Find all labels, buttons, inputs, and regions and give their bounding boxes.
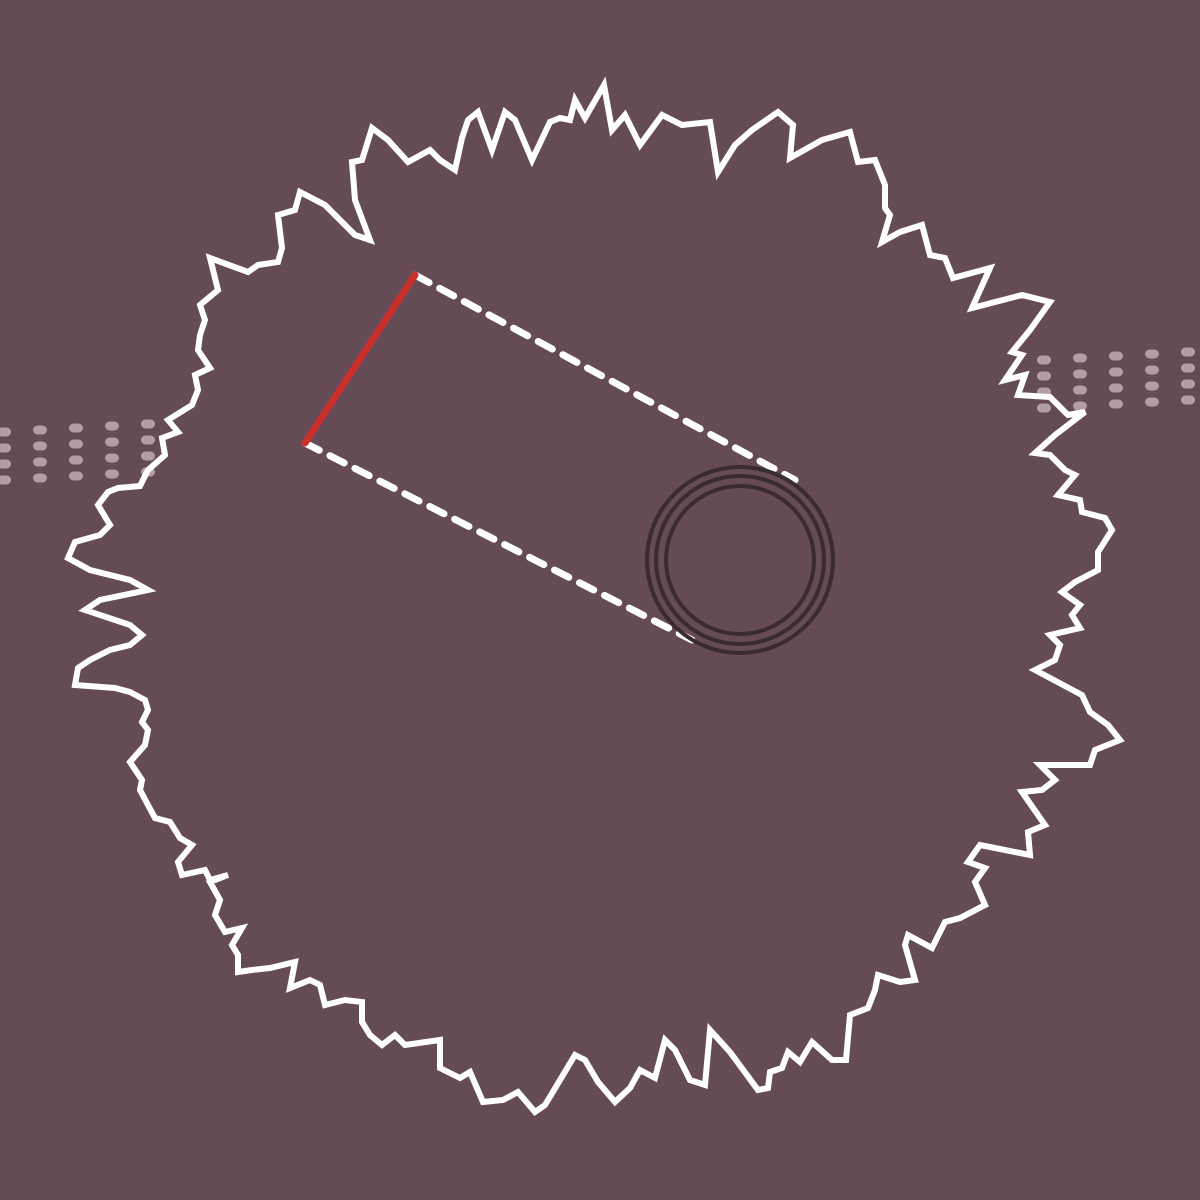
dot	[1073, 385, 1087, 395]
dot	[105, 469, 119, 479]
dot	[141, 435, 155, 445]
dot	[1145, 365, 1159, 375]
aim-line-upper	[411, 271, 799, 484]
dot	[1109, 399, 1123, 409]
dot	[0, 427, 11, 437]
aim-line-lower	[301, 439, 696, 644]
dot	[141, 451, 155, 461]
dot	[1145, 397, 1159, 407]
dot	[69, 423, 83, 433]
dot	[0, 475, 11, 485]
red-paddle-icon[interactable]	[301, 271, 419, 447]
target-ring-inner	[664, 484, 816, 636]
dot	[1109, 367, 1123, 377]
dot	[0, 459, 11, 469]
right-dot-field	[1037, 347, 1195, 413]
dot	[69, 439, 83, 449]
dot	[1109, 383, 1123, 393]
dot	[69, 471, 83, 481]
dot	[1037, 371, 1051, 381]
target-ring-middle	[654, 474, 826, 646]
dot	[0, 443, 11, 453]
dot	[1181, 379, 1195, 389]
dot	[105, 453, 119, 463]
jagged-boundary-icon	[64, 76, 1125, 1117]
dot	[1109, 351, 1123, 361]
dot	[33, 457, 47, 467]
dot	[1181, 363, 1195, 373]
dot	[69, 455, 83, 465]
dot	[105, 421, 119, 431]
target-ring-outer	[645, 465, 835, 655]
dot	[1073, 369, 1087, 379]
dot	[1145, 381, 1159, 391]
dot	[1181, 395, 1195, 405]
dot	[1181, 347, 1195, 357]
dot	[33, 473, 47, 483]
dot	[141, 419, 155, 429]
dot	[1037, 355, 1051, 365]
dot	[1073, 401, 1087, 411]
dot	[1145, 349, 1159, 359]
dot	[105, 437, 119, 447]
dot	[33, 425, 47, 435]
dot	[1073, 353, 1087, 363]
dot	[1037, 403, 1051, 413]
concentric-ring-target-icon[interactable]	[645, 465, 835, 655]
left-dot-field	[0, 419, 155, 485]
dot	[33, 441, 47, 451]
